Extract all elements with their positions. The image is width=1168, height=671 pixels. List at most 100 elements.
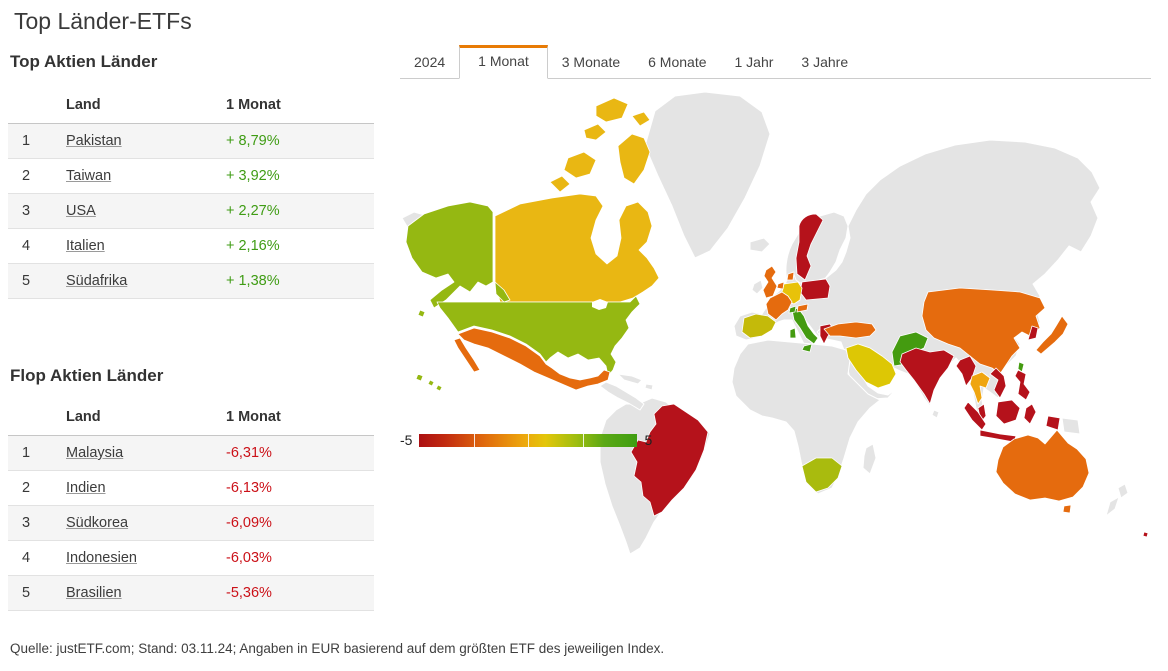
table-row: 3 Südkorea -6,09% [8, 505, 374, 541]
table-row: 1 Pakistan + 8,79% [8, 123, 374, 159]
rank-column-header [8, 88, 66, 124]
map-region-new-zealand [1105, 483, 1129, 517]
country-link[interactable]: Brasilien [66, 585, 122, 601]
rank-cell: 2 [8, 158, 66, 194]
performance-value: + 1,38% [226, 263, 374, 299]
source-note: Quelle: justETF.com; Stand: 03.11.24; An… [10, 641, 665, 656]
map-country-mexico[interactable] [453, 327, 611, 391]
map-region-sri-lanka [931, 409, 940, 419]
map-country-australia[interactable] [995, 429, 1090, 514]
tab-6-monate[interactable]: 6 Monate [648, 54, 707, 70]
map-country-turkey[interactable] [823, 321, 877, 339]
map-country-france[interactable] [765, 291, 793, 321]
period-column-header: 1 Monat [226, 88, 374, 124]
rank-column-header [8, 400, 66, 436]
map-country-italy[interactable] [789, 307, 819, 353]
map-country-spain[interactable] [741, 313, 777, 339]
map-region-greenland [644, 91, 771, 259]
table-row: 1 Malaysia -6,31% [8, 435, 374, 471]
performance-value: + 2,16% [226, 228, 374, 264]
map-country-poland[interactable] [799, 278, 831, 301]
rank-cell: 4 [8, 228, 66, 264]
map-country-south-korea[interactable] [1027, 325, 1039, 341]
performance-value: + 3,92% [226, 158, 374, 194]
country-link[interactable]: Südafrika [66, 273, 128, 289]
map-region-cuba [617, 373, 643, 385]
map-country-denmark[interactable] [786, 271, 795, 281]
map-region-ireland [751, 279, 764, 295]
map-country-japan[interactable] [1035, 315, 1069, 355]
map-country-canada[interactable] [494, 97, 660, 303]
map-country-thailand[interactable] [969, 371, 991, 405]
rank-cell: 2 [8, 470, 66, 506]
tab-1-jahr[interactable]: 1 Jahr [734, 54, 774, 70]
country-link[interactable]: Pakistan [66, 133, 122, 149]
legend-max-label: 5 [644, 432, 653, 448]
map-country-austria[interactable] [796, 303, 809, 313]
tab-1-monat[interactable]: 1 Monat [459, 45, 548, 79]
land-column-header: Land [66, 88, 226, 124]
table-row: 4 Indonesien -6,03% [8, 540, 374, 576]
map-country-philippines[interactable] [1014, 369, 1031, 401]
table-row: 5 Südafrika + 1,38% [8, 263, 374, 299]
map-country-vietnam[interactable] [989, 367, 1007, 399]
map-region-central-america [599, 381, 645, 411]
table-row: 2 Indien -6,13% [8, 470, 374, 506]
map-great-lakes [592, 299, 608, 310]
map-country-switzerland[interactable] [788, 305, 797, 314]
map-country-china[interactable] [921, 287, 1046, 375]
map-country-fiji[interactable] [1142, 531, 1149, 538]
performance-value: -6,31% [226, 435, 374, 471]
country-link[interactable]: Italien [66, 238, 105, 254]
world-choropleth-map: -5 5 [400, 86, 1160, 564]
country-link[interactable]: Südkorea [66, 515, 129, 531]
top-section-heading: Top Aktien Länder [10, 52, 158, 71]
rank-cell: 3 [8, 193, 66, 229]
tab-3-monate[interactable]: 3 Monate [561, 54, 621, 70]
performance-value: + 8,79% [226, 123, 374, 159]
rank-cell: 1 [8, 435, 66, 471]
map-country-india[interactable] [899, 347, 955, 405]
table-header-row: Land 1 Monat [8, 400, 374, 436]
map-country-usa[interactable] [436, 295, 641, 377]
performance-value: + 2,27% [226, 193, 374, 229]
rank-cell: 5 [8, 575, 66, 611]
map-region-iceland [749, 237, 771, 253]
map-country-alaska[interactable] [405, 201, 511, 318]
map-region-madagascar [862, 443, 877, 475]
period-column-header: 1 Monat [226, 400, 374, 436]
map-country-sweden[interactable] [795, 213, 824, 281]
map-country-south-africa[interactable] [801, 457, 843, 493]
map-country-uk[interactable] [762, 265, 778, 299]
page-title: Top Länder-ETFs [14, 8, 192, 34]
country-link[interactable]: Indien [66, 480, 106, 496]
map-country-brazil[interactable] [630, 403, 709, 517]
flop-section-heading: Flop Aktien Länder [10, 366, 164, 385]
country-link[interactable]: USA [66, 203, 96, 219]
map-country-hawaii[interactable] [415, 373, 443, 392]
rank-cell: 3 [8, 505, 66, 541]
world-map-svg [401, 91, 1149, 555]
table-row: 3 USA + 2,27% [8, 193, 374, 229]
performance-value: -6,03% [226, 540, 374, 576]
performance-value: -5,36% [226, 575, 374, 611]
legend-min-label: -5 [400, 432, 413, 448]
country-link[interactable]: Taiwan [66, 168, 112, 184]
top-countries-table: Land 1 Monat 1 Pakistan + 8,79% 2 Taiwan + 3,… [8, 88, 374, 299]
table-row: 2 Taiwan + 3,92% [8, 158, 374, 194]
map-region-new-guinea [1061, 417, 1081, 435]
rank-cell: 5 [8, 263, 66, 299]
tab-3-jahre[interactable]: 3 Jahre [801, 54, 849, 70]
country-link[interactable]: Indonesien [66, 550, 137, 566]
map-region-hispaniola [644, 383, 654, 391]
color-scale [419, 433, 638, 447]
rank-cell: 4 [8, 540, 66, 576]
table-row: 5 Brasilien -5,36% [8, 575, 374, 611]
table-row: 4 Italien + 2,16% [8, 228, 374, 264]
map-country-saudi-arabia[interactable] [845, 343, 897, 389]
tab-2024[interactable]: 2024 [414, 54, 446, 70]
performance-value: -6,13% [226, 470, 374, 506]
country-link[interactable]: Malaysia [66, 445, 124, 461]
map-country-netherlands[interactable] [776, 281, 785, 290]
